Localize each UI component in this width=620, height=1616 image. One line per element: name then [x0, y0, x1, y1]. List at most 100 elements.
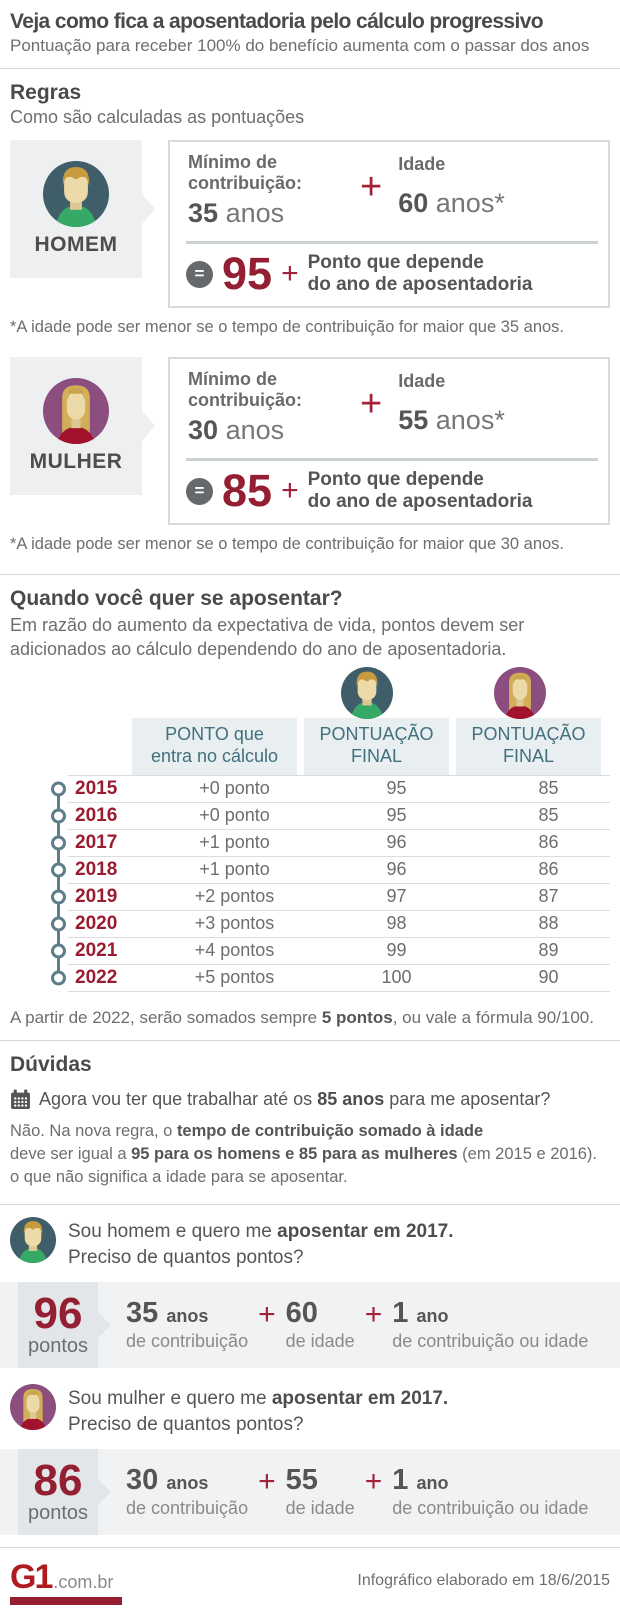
footnote-mulher: *A idade pode ser menor se o tempo de co…: [10, 535, 565, 554]
women-score-cell: 90: [538, 967, 559, 988]
female-avatar-icon: [43, 378, 109, 444]
age-value: 55: [398, 404, 429, 435]
female-avatar-icon: [494, 667, 546, 719]
table-header: PONTO que entra no cálculo PONTUAÇÃO FIN…: [30, 717, 610, 775]
table-row: 2022 +5 pontos 100 90: [51, 963, 610, 992]
g1-logo: G1 .com.br: [10, 1558, 114, 1597]
plus-icon: +: [364, 1297, 383, 1331]
male-avatar-icon: [10, 1217, 56, 1263]
total-points: 96: [33, 1288, 83, 1338]
female-avatar-icon: [10, 1384, 56, 1430]
column-header-men-score: PONTUAÇÃO FINAL: [304, 717, 449, 775]
plus-icon: +: [360, 383, 383, 426]
men-score-cell: 99: [386, 940, 407, 961]
male-avatar-icon: [43, 161, 109, 227]
term-contribution: 30 anos de contribuição: [126, 1463, 249, 1518]
divider: [0, 1039, 620, 1041]
timeline-dot: [51, 889, 66, 905]
calendar-icon: [11, 1089, 30, 1109]
table-row: 2021 +4 pontos 99 89: [51, 936, 610, 964]
table-body: 2015 +0 ponto 95 85 2016 +0 ponto 95 85 2017 +1…: [51, 774, 610, 992]
timeline-dot: [51, 835, 66, 851]
formula-box-homem: Mínimo de contribuição: 35 anos + Idade …: [168, 140, 610, 309]
points-table: PONTO que entra no cálculo PONTUAÇÃO FIN…: [30, 668, 610, 992]
equals-icon: =: [186, 477, 213, 505]
example-formula-band: 96 pontos 35 anos de contribuição + 60 d…: [0, 1282, 620, 1369]
women-score-cell: 85: [538, 805, 559, 826]
rule-card-homem: HOMEM Mínimo de contribuição: 35 anos + …: [10, 140, 610, 309]
year-cell: 2018: [75, 858, 118, 880]
divider: [0, 68, 620, 69]
point-cell: +1 ponto: [199, 832, 270, 853]
age-value: 60: [398, 187, 429, 218]
point-cell: +5 pontos: [194, 967, 275, 988]
column-header-point: PONTO que entra no cálculo: [132, 717, 297, 775]
term-extra: 1 ano de contribuição ou idade: [392, 1296, 589, 1351]
timeline-dot: [51, 916, 66, 932]
section-description: Em razão do aumento da expectativa de vi…: [10, 615, 525, 660]
point-cell: +0 ponto: [199, 778, 270, 799]
divider: [0, 574, 620, 576]
men-score-cell: 95: [386, 778, 407, 799]
min-contrib: Mínimo de contribuição: 30 anos: [188, 369, 303, 446]
women-score-cell: 87: [538, 886, 559, 907]
base-points: 95: [222, 247, 273, 299]
points-note: Ponto que depende do ano de aposentadori…: [307, 252, 533, 296]
section-subheading-regras: Como são calculadas as pontuações: [10, 107, 305, 127]
point-cell: +4 pontos: [194, 940, 275, 961]
divider: [0, 1203, 620, 1205]
point-cell: +0 ponto: [199, 805, 270, 826]
section-heading-regras: Regras: [10, 81, 82, 104]
women-score-cell: 86: [538, 859, 559, 880]
base-points: 85: [222, 465, 273, 517]
doubt-question: Agora vou ter que trabalhar até os 85 an…: [10, 1089, 610, 1110]
plus-icon: +: [364, 1464, 383, 1498]
women-score-cell: 88: [538, 913, 559, 934]
women-score-cell: 89: [538, 940, 559, 961]
example-question: Sou mulher e quero me aposentar em 2017.…: [68, 1388, 449, 1435]
men-score-cell: 98: [386, 913, 407, 934]
credit-text: Infográfico elaborado em 18/6/2015: [357, 1572, 610, 1590]
avatar-panel-homem: HOMEM: [10, 140, 155, 278]
term-contribution: 35 anos de contribuição: [126, 1296, 249, 1351]
table-row: 2020 +3 pontos 98 88: [51, 909, 610, 937]
year-cell: 2022: [75, 966, 118, 988]
plus-icon: +: [281, 474, 299, 508]
timeline-dot: [51, 808, 66, 824]
arrow-right-icon: [142, 411, 155, 442]
women-score-cell: 85: [538, 778, 559, 799]
page-title: Veja como fica a aposentadoria pelo cálc…: [10, 10, 544, 33]
table-avatars: [30, 668, 610, 718]
timeline-dot: [51, 970, 66, 986]
contrib-value: 30: [188, 415, 219, 446]
table-note: A partir de 2022, serão somados sempre 5…: [10, 1007, 594, 1027]
male-avatar-icon: [341, 667, 393, 719]
total-points: 86: [33, 1456, 83, 1506]
formula-divider: [186, 241, 598, 245]
year-cell: 2019: [75, 885, 118, 907]
year-cell: 2020: [75, 912, 118, 934]
timeline-dot: [51, 862, 66, 878]
plus-icon: +: [360, 166, 383, 208]
term-age: 60 de idade: [285, 1296, 355, 1351]
table-row: 2017 +1 ponto 96 86: [51, 828, 610, 856]
infographic: Veja como fica a aposentadoria pelo cálc…: [0, 10, 620, 1606]
year-cell: 2015: [75, 777, 118, 799]
point-cell: +2 pontos: [194, 886, 275, 907]
plus-icon: +: [281, 257, 299, 291]
table-row: 2018 +1 ponto 96 86: [51, 855, 610, 883]
contrib-value: 35: [188, 198, 219, 229]
year-cell: 2017: [75, 831, 118, 853]
formula-divider: [186, 458, 598, 462]
timeline-dot: [51, 781, 66, 797]
year-cell: 2016: [75, 804, 118, 826]
section-heading-quando: Quando você quer se aposentar?: [10, 587, 343, 611]
men-score-cell: 96: [386, 832, 407, 853]
table-row: 2016 +0 ponto 95 85: [51, 801, 610, 829]
age: Idade 60 anos*: [398, 154, 505, 218]
men-score-cell: 97: [386, 886, 407, 907]
arrow-right-icon: [142, 194, 155, 224]
footer: G1 .com.br Infográfico elaborado em 18/6/…: [10, 1558, 610, 1597]
women-score-cell: 86: [538, 832, 559, 853]
gender-label-mulher: MULHER: [29, 450, 123, 474]
